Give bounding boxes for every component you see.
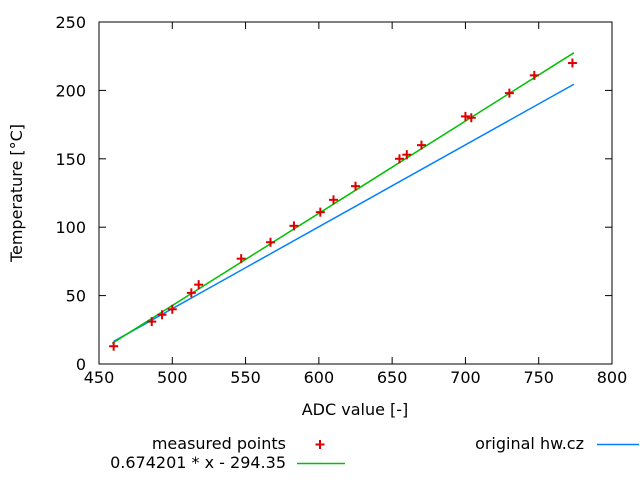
legend-label-measured-points: measured points [152, 434, 286, 453]
plot-area: 450 500 550 600 650 700 750 800 0 50 100 150 200 250 [55, 13, 627, 387]
x-tick-label: 650 [377, 368, 408, 387]
y-axis-label: Temperature [°C] [7, 124, 26, 263]
x-tick-label: 450 [84, 368, 115, 387]
x-tick-label: 600 [304, 368, 335, 387]
legend-label-original-hwcz: original hw.cz [475, 434, 584, 453]
x-tick-label: 700 [450, 368, 481, 387]
y-tick-label: 50 [66, 287, 86, 306]
fit-line [111, 52, 575, 344]
y-tick-label: 150 [55, 150, 86, 169]
y-tick-label: 100 [55, 218, 86, 237]
x-tick-label: 750 [523, 368, 554, 387]
y-tick-label: 0 [76, 355, 86, 374]
x-tick-label: 800 [597, 368, 628, 387]
legend-label-fit-formula: 0.674201 * x - 294.35 [110, 453, 286, 472]
plot-border [98, 21, 613, 365]
y-tick-label: 200 [55, 81, 86, 100]
original-hwcz-line [113, 83, 575, 343]
x-tick-label: 500 [157, 368, 188, 387]
y-tick-label: 250 [55, 13, 86, 32]
x-axis-label: ADC value [-] [302, 400, 409, 419]
legend: measured points 0.674201 * x - 294.35 or… [110, 434, 639, 472]
plus-marker-icon [315, 440, 325, 449]
x-tick-label: 550 [230, 368, 261, 387]
